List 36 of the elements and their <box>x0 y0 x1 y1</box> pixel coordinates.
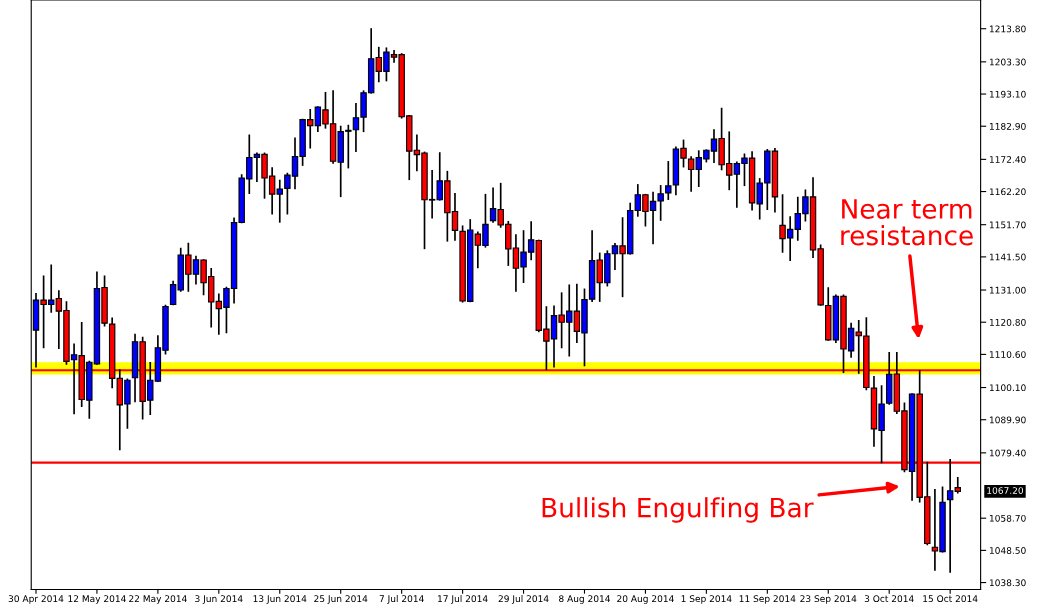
x-tick-label: 30 Apr 2014 <box>8 595 64 604</box>
x-tick-label: 3 Jun 2014 <box>195 595 243 604</box>
x-tick-label: 17 Jul 2014 <box>438 595 488 604</box>
y-tick-label: 1048.50 <box>989 547 1026 554</box>
y-tick-label: 1120.80 <box>989 318 1026 326</box>
x-tick-label: 7 Jul 2014 <box>379 595 424 604</box>
annotation: Near term resistance <box>841 199 973 246</box>
x-tick-label: 12 May 2014 <box>68 595 126 604</box>
x-tick-label: 13 Jun 2014 <box>253 595 307 604</box>
y-tick-label: 1162.20 <box>989 188 1026 196</box>
y-tick-label: 1089.90 <box>989 416 1026 424</box>
text: 1067.20 <box>987 487 1024 494</box>
x-tick-label: 29 Jul 2014 <box>498 595 549 604</box>
annotation: Bullish Engulfing Bar <box>542 497 814 523</box>
x-tick-label: 20 Aug 2014 <box>617 595 674 604</box>
x-tick-label: 8 Aug 2014 <box>559 595 611 604</box>
y-tick-label: 1110.60 <box>989 351 1026 358</box>
y-tick-label: 1193.10 <box>989 90 1026 98</box>
y-tick-label: 1058.70 <box>989 514 1026 522</box>
x-tick-label: 23 Sep 2014 <box>800 595 857 604</box>
y-tick-label: 1100.10 <box>989 384 1026 392</box>
x-tick-label: 22 May 2014 <box>129 595 187 604</box>
y-tick-label: 1213.80 <box>989 25 1026 33</box>
y-tick-label: 1131.00 <box>989 286 1026 294</box>
x-tick-label: 3 Oct 2014 <box>864 595 914 603</box>
y-tick-label: 1141.50 <box>989 253 1026 261</box>
y-tick-label: 1079.40 <box>989 449 1026 457</box>
x-tick-label: 1 Sep 2014 <box>681 595 732 604</box>
x-tick-label: 11 Sep 2014 <box>739 595 796 604</box>
y-tick-label: 1182.90 <box>989 122 1026 130</box>
x-tick-label: 25 Jun 2014 <box>314 595 368 604</box>
x-tick-label: 15 Oct 2014 <box>923 595 978 603</box>
y-tick-label: 1038.30 <box>989 579 1026 587</box>
y-tick-label: 1172.40 <box>989 156 1026 163</box>
y-tick-label: 1203.30 <box>989 58 1026 66</box>
y-tick-label: 1151.70 <box>989 221 1026 229</box>
